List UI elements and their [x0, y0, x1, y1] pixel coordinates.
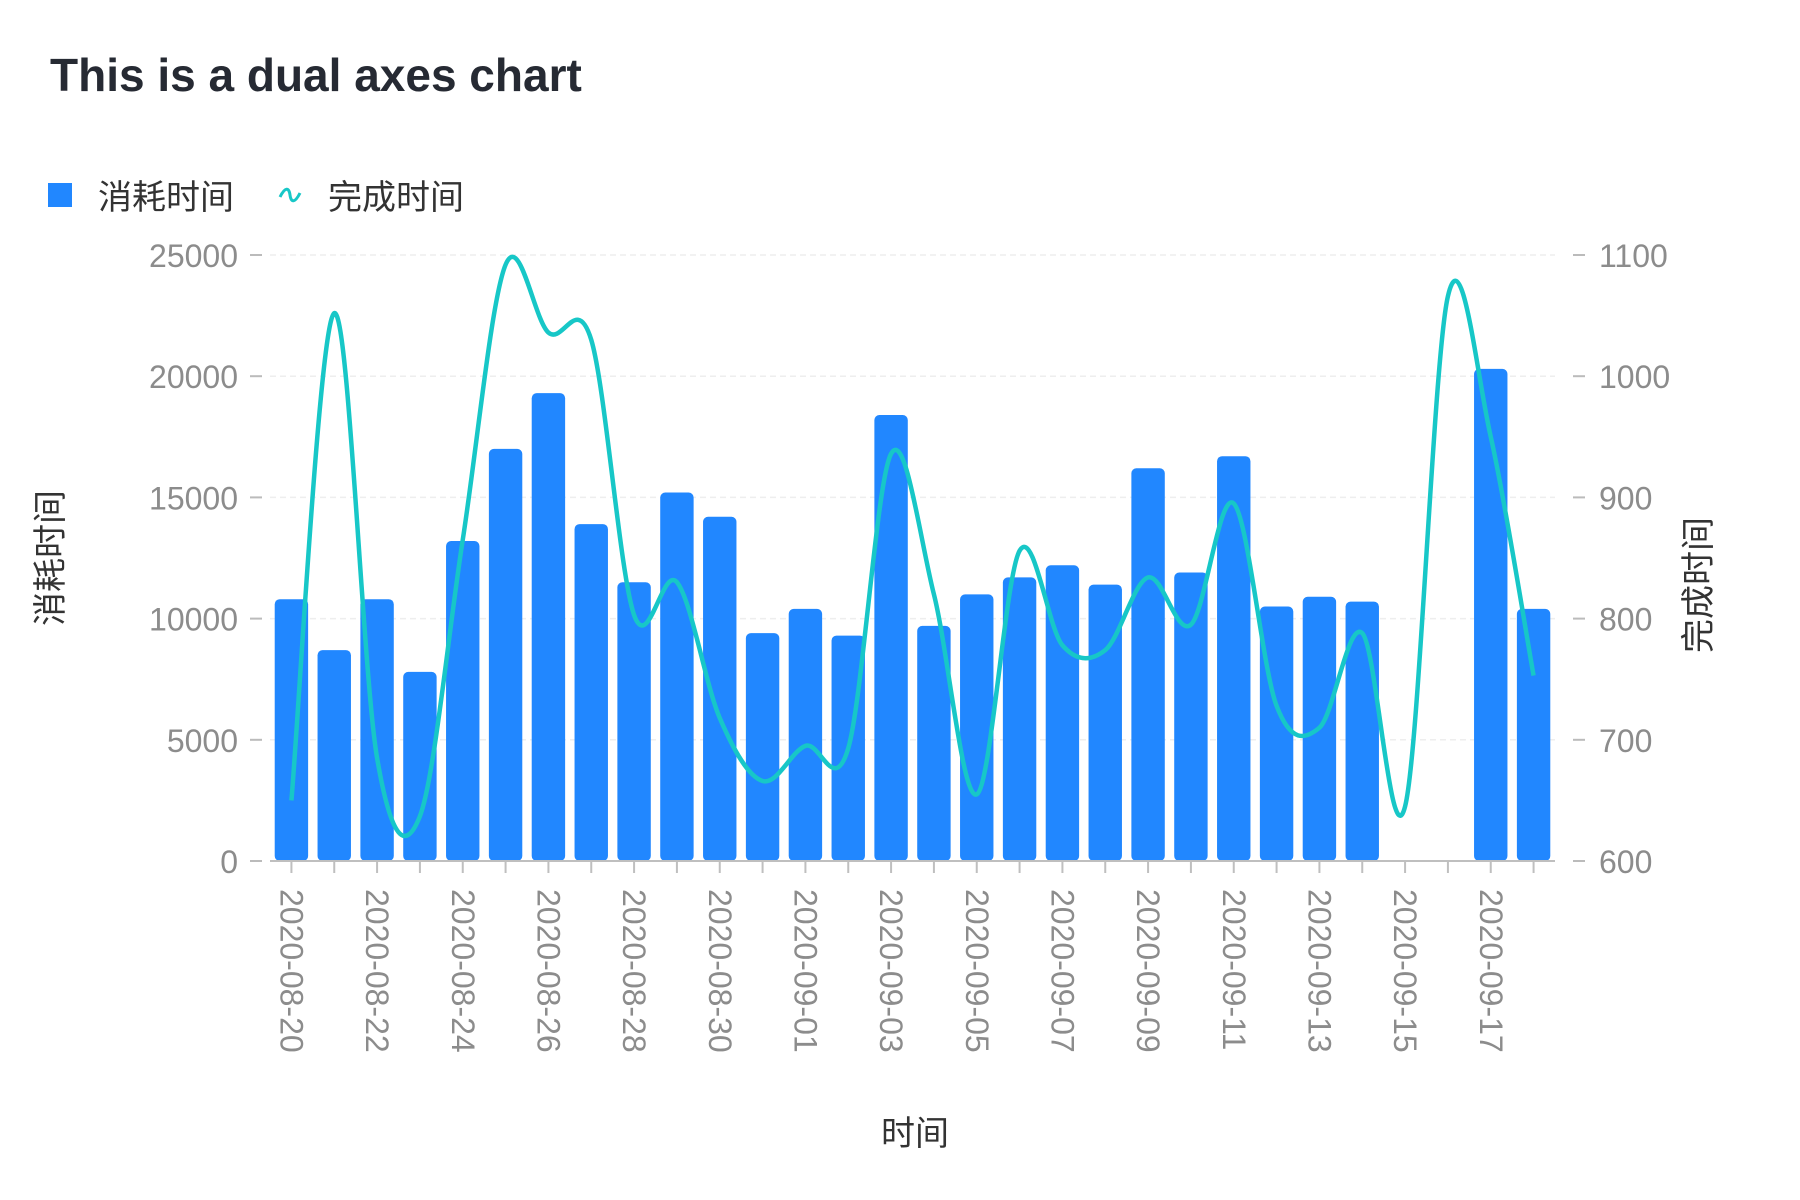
- bar: [874, 414, 908, 861]
- right-tick-label: 800: [1599, 602, 1652, 638]
- left-tick-label: 15000: [149, 480, 238, 516]
- x-tick-label: 2020-08-22: [359, 889, 395, 1053]
- bar: [446, 541, 480, 861]
- chart-title: This is a dual axes chart: [50, 49, 582, 101]
- bar: [1516, 608, 1551, 861]
- legend-line-label: 完成时间: [328, 178, 464, 218]
- y2-axis-title: 完成时间: [1679, 517, 1719, 653]
- x-tick-label: 2020-09-17: [1473, 889, 1509, 1053]
- bar: [403, 671, 437, 861]
- x-tick-label: 2020-09-03: [873, 889, 909, 1053]
- x-tick-label: 2020-08-24: [445, 889, 481, 1053]
- bar: [574, 524, 608, 861]
- x-tick-label: 2020-09-01: [787, 889, 823, 1053]
- left-tick-label: 25000: [149, 238, 238, 274]
- x-tick-label: 2020-09-11: [1216, 889, 1252, 1050]
- bar: [1002, 577, 1037, 861]
- legend-item-bar[interactable]: 消耗时间: [48, 170, 234, 219]
- right-tick-label: 1100: [1599, 238, 1668, 274]
- left-tick-label: 0: [220, 844, 238, 880]
- bar: [317, 650, 351, 861]
- bar: [1131, 468, 1165, 861]
- bar: [960, 594, 994, 861]
- bar: [488, 448, 523, 861]
- legend-line-swatch: [278, 187, 302, 202]
- bar: [788, 608, 823, 861]
- bar: [1088, 584, 1122, 861]
- x-tick-label: 2020-09-15: [1387, 889, 1423, 1053]
- bar: [1474, 368, 1508, 861]
- bar: [1045, 565, 1080, 861]
- bar: [703, 516, 737, 861]
- bar: [660, 492, 694, 861]
- x-tick-label: 2020-08-20: [273, 889, 309, 1053]
- bar: [745, 633, 780, 861]
- right-tick-label: 600: [1599, 844, 1652, 880]
- bar: [617, 582, 651, 861]
- right-tick-label: 1000: [1599, 359, 1670, 395]
- legend: 消耗时间 完成时间: [48, 170, 508, 219]
- legend-item-line[interactable]: 完成时间: [278, 170, 464, 219]
- x-axis: 2020-08-20 2020-08-22 2020-08-24 2020-08-26…: [270, 860, 1555, 1053]
- x-tick-label: 2020-09-13: [1301, 889, 1337, 1053]
- bar-series: [274, 368, 1551, 861]
- x-tick-label: 2020-09-09: [1130, 889, 1166, 1053]
- right-axis: 600 700 800 900 1000 1100: [1573, 238, 1670, 880]
- bar: [531, 393, 566, 861]
- legend-bar-swatch: [48, 182, 72, 207]
- x-tick-label: 2020-09-05: [959, 889, 995, 1053]
- bar: [1174, 572, 1208, 861]
- left-tick-label: 20000: [149, 359, 238, 395]
- bar: [917, 625, 951, 861]
- left-tick-label: 10000: [149, 602, 238, 638]
- left-tick-label: 5000: [167, 723, 238, 759]
- left-axis: 0 5000 10000 15000 20000 25000: [149, 238, 262, 880]
- x-tick-label: 2020-09-07: [1044, 889, 1080, 1053]
- x-tick-label: 2020-08-26: [530, 889, 566, 1053]
- right-tick-label: 900: [1599, 480, 1652, 516]
- completion-line: [289, 254, 1536, 839]
- line-series: [289, 254, 1536, 839]
- x-tick-label: 2020-08-30: [702, 889, 738, 1053]
- right-tick-label: 700: [1599, 723, 1652, 759]
- x-axis-title: 时间: [881, 1114, 949, 1154]
- legend-bar-label: 消耗时间: [98, 178, 234, 218]
- x-tick-label: 2020-08-28: [616, 889, 652, 1053]
- y-axis-title: 消耗时间: [31, 490, 71, 626]
- bar: [1217, 456, 1251, 861]
